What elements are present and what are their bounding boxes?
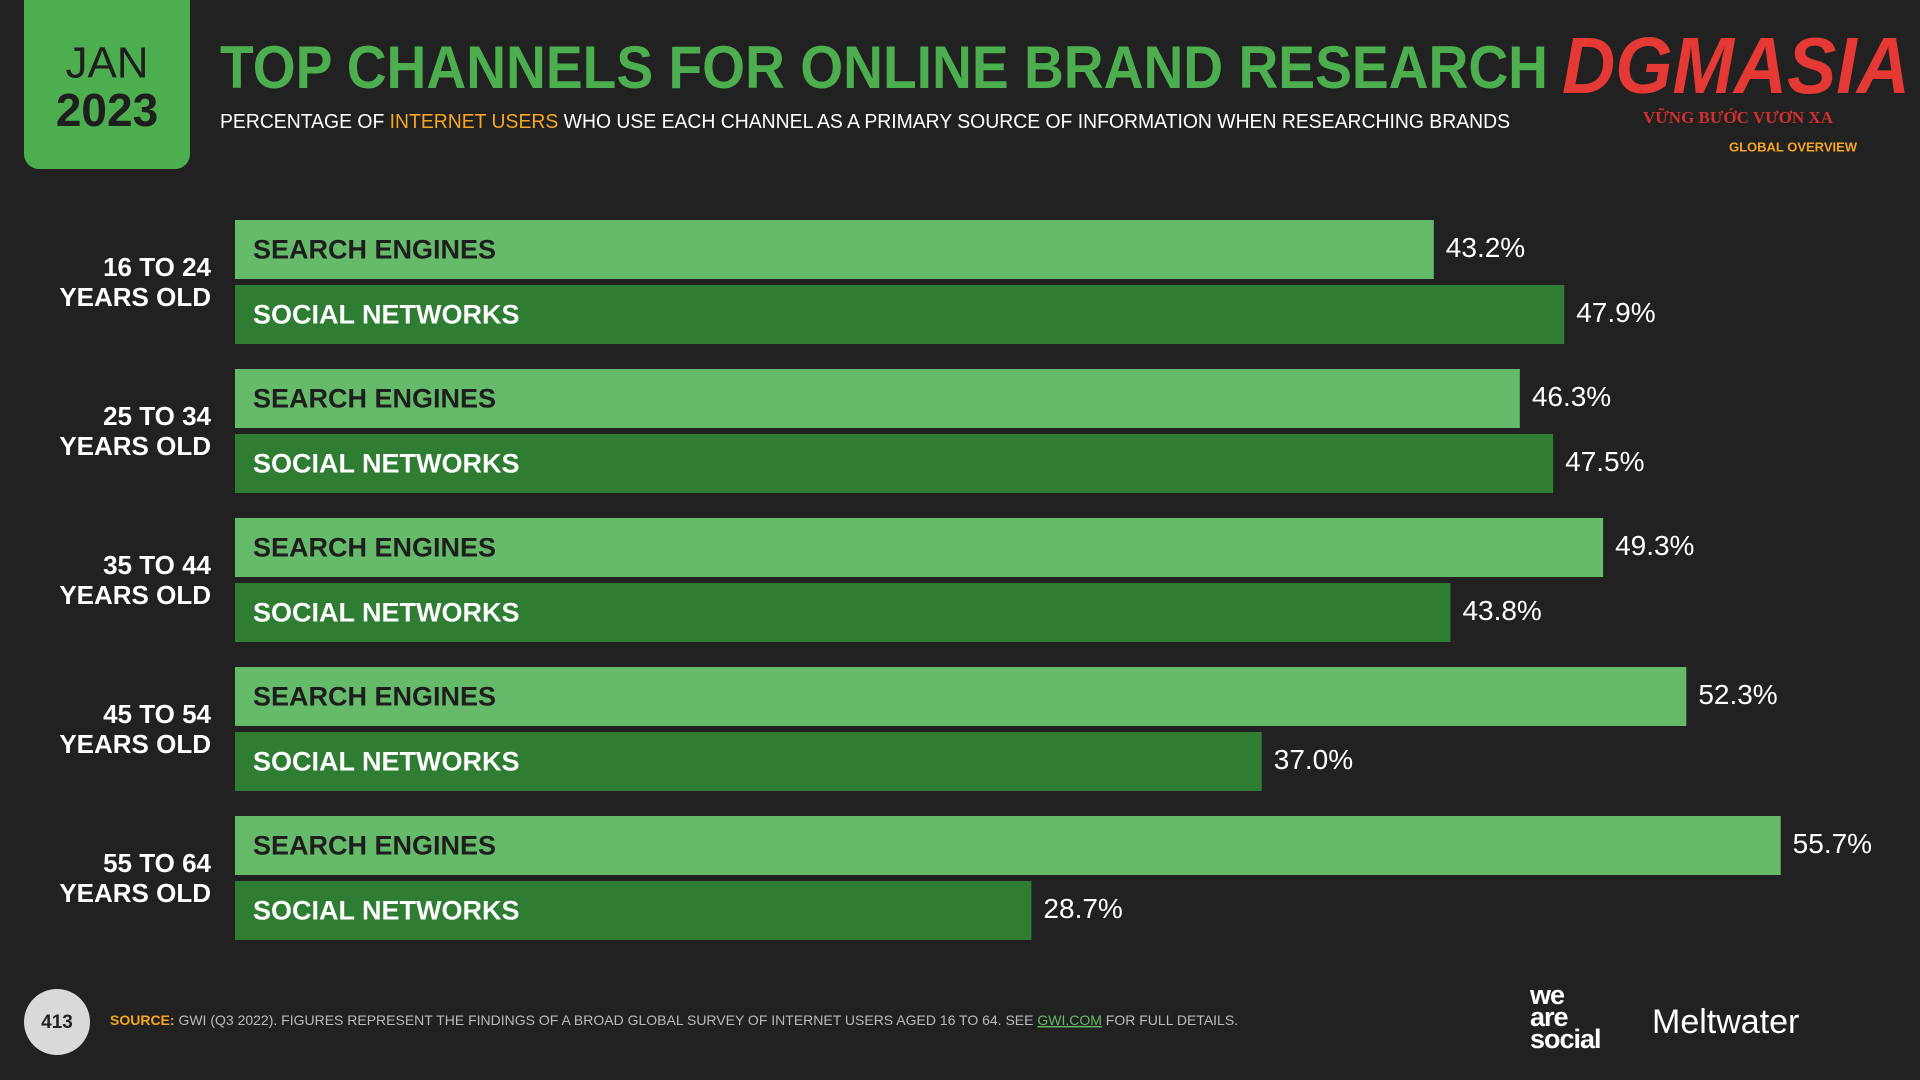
bar	[235, 732, 1262, 791]
page-badge	[24, 989, 90, 1055]
value-label: 47.9%	[1576, 297, 1655, 328]
bar	[235, 816, 1781, 875]
source-link[interactable]: GWI.COM	[1037, 1012, 1102, 1028]
value-label: 47.5%	[1565, 446, 1644, 477]
watermark: DGMASIA	[1562, 21, 1910, 110]
bar-series-label: SEARCH ENGINES	[253, 384, 496, 414]
value-label: 52.3%	[1698, 679, 1777, 710]
category-label: 16 TO 24 YEARS OLD	[59, 252, 211, 312]
bar	[235, 518, 1604, 577]
bar-series-label: SEARCH ENGINES	[253, 831, 496, 861]
value-label: 37.0%	[1274, 744, 1353, 775]
page-number: 413	[41, 1012, 73, 1033]
bar	[235, 285, 1565, 344]
value-label: 55.7%	[1793, 828, 1872, 859]
bar	[235, 881, 1032, 940]
value-label: 43.8%	[1462, 595, 1541, 626]
category-label: 45 TO 54 YEARS OLD	[59, 699, 211, 759]
value-label: 49.3%	[1615, 530, 1694, 561]
watermark-tagline: VỮNG BƯỚC VƯƠN XA	[1643, 107, 1834, 127]
chart-title: TOP CHANNELS FOR ONLINE BRAND RESEARCH	[220, 34, 1548, 101]
bar	[235, 220, 1434, 279]
section-label: GLOBAL OVERVIEW	[1729, 139, 1858, 154]
bar-series-label: SOCIAL NETWORKS	[253, 598, 520, 628]
bar	[235, 434, 1554, 493]
value-label: 43.2%	[1446, 232, 1525, 263]
source-label: SOURCE:	[110, 1012, 175, 1028]
source-text: GWI (Q3 2022). FIGURES REPRESENT THE FIN…	[175, 1012, 1038, 1028]
category-label: 35 TO 44 YEARS OLD	[59, 550, 211, 610]
bar	[235, 369, 1520, 428]
subtitle-part: PERCENTAGE OF	[220, 111, 390, 133]
value-label: 28.7%	[1043, 893, 1122, 924]
subtitle-highlight: INTERNET USERS	[390, 111, 559, 133]
bar-series-label: SOCIAL NETWORKS	[253, 300, 520, 330]
source-text: FOR FULL DETAILS.	[1102, 1012, 1238, 1028]
year: 2023	[56, 84, 158, 136]
category-label: 55 TO 64 YEARS OLD	[59, 848, 211, 908]
bar-series-label: SEARCH ENGINES	[253, 682, 496, 712]
source: SOURCE: GWI (Q3 2022). FIGURES REPRESENT…	[110, 1012, 1238, 1028]
bar-series-label: SEARCH ENGINES	[253, 533, 496, 563]
subtitle-part: WHO USE EACH CHANNEL AS A PRIMARY SOURCE…	[558, 111, 1510, 133]
bar	[235, 583, 1451, 642]
bar-series-label: SOCIAL NETWORKS	[253, 747, 520, 777]
we-are-social-logo: we are social	[1530, 980, 1602, 1054]
bar-series-label: SOCIAL NETWORKS	[253, 896, 520, 926]
month: JAN	[65, 39, 148, 88]
category-label: 25 TO 34 YEARS OLD	[59, 401, 211, 461]
date-badge	[24, 0, 190, 169]
bar-series-label: SOCIAL NETWORKS	[253, 449, 520, 479]
subtitle: PERCENTAGE OF INTERNET USERS WHO USE EAC…	[220, 111, 1510, 133]
value-label: 46.3%	[1532, 381, 1611, 412]
bar	[235, 667, 1687, 726]
meltwater-logo: Meltwater	[1652, 1003, 1799, 1041]
bar-series-label: SEARCH ENGINES	[253, 235, 496, 265]
